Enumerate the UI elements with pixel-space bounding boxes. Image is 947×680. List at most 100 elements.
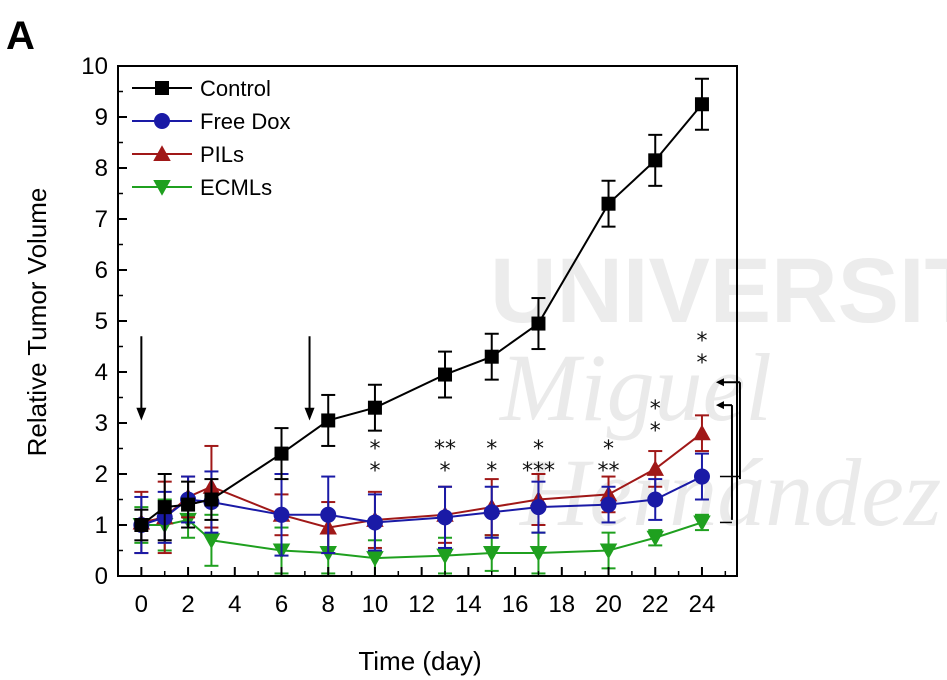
significance-star: *	[650, 419, 661, 444]
panel-label: A	[6, 14, 35, 58]
watermark-line1: UNIVERSITAS	[490, 240, 947, 342]
x-tick-label: 16	[502, 591, 529, 618]
data-point	[274, 446, 289, 461]
legend-label: Control	[200, 76, 271, 101]
significance-star: **	[598, 459, 620, 484]
legend-item-free-dox: Free Dox	[132, 109, 290, 134]
data-point	[646, 460, 664, 476]
y-tick-label: 8	[95, 155, 108, 182]
significance-star: *	[369, 459, 380, 484]
y-tick-label: 7	[95, 206, 108, 233]
plot-area	[132, 77, 711, 577]
y-tick-label: 3	[95, 410, 108, 437]
dosing-arrow	[136, 336, 147, 421]
series-control	[134, 77, 709, 542]
data-point	[529, 546, 548, 562]
significance-star: *	[369, 437, 380, 462]
data-point	[134, 518, 149, 532]
data-point	[694, 97, 709, 112]
data-point	[320, 506, 337, 523]
y-tick-label: 2	[95, 461, 108, 488]
data-point	[482, 546, 501, 562]
data-point	[647, 491, 664, 508]
legend-item-control: Control	[132, 76, 271, 101]
bracket-arrow	[715, 401, 724, 410]
data-point	[367, 400, 382, 415]
y-tick-label: 4	[95, 359, 108, 386]
data-point	[531, 316, 546, 331]
data-point	[600, 496, 617, 513]
y-tick-label: 5	[95, 308, 108, 335]
data-point	[438, 367, 453, 382]
data-point	[693, 515, 711, 532]
legend-label: ECMLs	[200, 175, 272, 200]
data-point	[648, 153, 663, 168]
data-point	[181, 497, 196, 512]
y-tick-label: 10	[81, 53, 108, 80]
data-point	[366, 551, 384, 567]
watermark-line2: Miguel	[498, 334, 772, 441]
significance-star: *	[650, 397, 661, 422]
legend-item-pils: PILs	[132, 142, 244, 167]
significance-star: ***	[522, 459, 555, 484]
x-axis-title: Time (day)	[358, 646, 481, 676]
x-tick-label: 6	[275, 591, 288, 618]
x-tick-label: 18	[548, 591, 575, 618]
bracket-arrow	[715, 378, 724, 387]
significance-star: *	[486, 437, 497, 462]
x-tick-label: 2	[181, 591, 194, 618]
data-point	[157, 500, 172, 515]
data-point	[273, 506, 290, 523]
y-tick-label: 6	[95, 257, 108, 284]
legend-marker	[155, 81, 169, 95]
x-tick-label: 12	[408, 591, 435, 618]
watermark: UNIVERSITAS Miguel Hernández	[490, 240, 947, 546]
legend: Control Free Dox PILs ECMLs	[132, 76, 290, 200]
data-point	[693, 468, 710, 485]
data-point	[366, 514, 383, 531]
x-tick-label: 8	[322, 591, 335, 618]
x-tick-label: 20	[595, 591, 622, 618]
data-point	[646, 530, 664, 547]
data-point	[530, 499, 547, 516]
data-point	[483, 504, 500, 521]
y-axis-title: Relative Tumor Volume	[22, 188, 52, 457]
data-point	[484, 349, 499, 364]
legend-label: PILs	[200, 142, 244, 167]
data-point	[202, 533, 221, 550]
arrow-head	[304, 407, 315, 421]
x-tick-label: 14	[455, 591, 482, 618]
legend-marker	[153, 180, 171, 196]
data-point	[437, 509, 454, 526]
significance-star: *	[696, 329, 707, 354]
significance-star: **	[434, 437, 456, 462]
significance-star: *	[696, 351, 707, 376]
legend-item-ecmls: ECMLs	[132, 175, 272, 200]
x-tick-label: 10	[362, 591, 389, 618]
data-point	[436, 548, 454, 565]
significance-star: *	[486, 459, 497, 484]
x-tick-label: 4	[228, 591, 241, 618]
x-tick-label: 0	[135, 591, 148, 618]
legend-label: Free Dox	[200, 109, 290, 134]
y-tick-label: 1	[95, 512, 108, 539]
dosing-arrow	[304, 336, 315, 421]
legend-marker	[154, 113, 170, 129]
arrow-head	[136, 407, 147, 421]
significance-star: *	[440, 459, 451, 484]
y-tick-label: 0	[95, 563, 108, 590]
y-tick-label: 9	[95, 104, 108, 131]
watermark-line3: Hernández	[518, 439, 941, 546]
data-point	[321, 413, 336, 428]
significance-star: *	[533, 437, 544, 462]
legend-marker	[153, 145, 171, 161]
x-tick-label: 22	[642, 591, 669, 618]
significance-star: *	[603, 437, 614, 462]
data-point	[204, 492, 219, 507]
x-tick-label: 24	[689, 591, 716, 618]
data-point	[601, 196, 616, 211]
data-point	[693, 424, 711, 441]
data-point	[599, 543, 618, 560]
